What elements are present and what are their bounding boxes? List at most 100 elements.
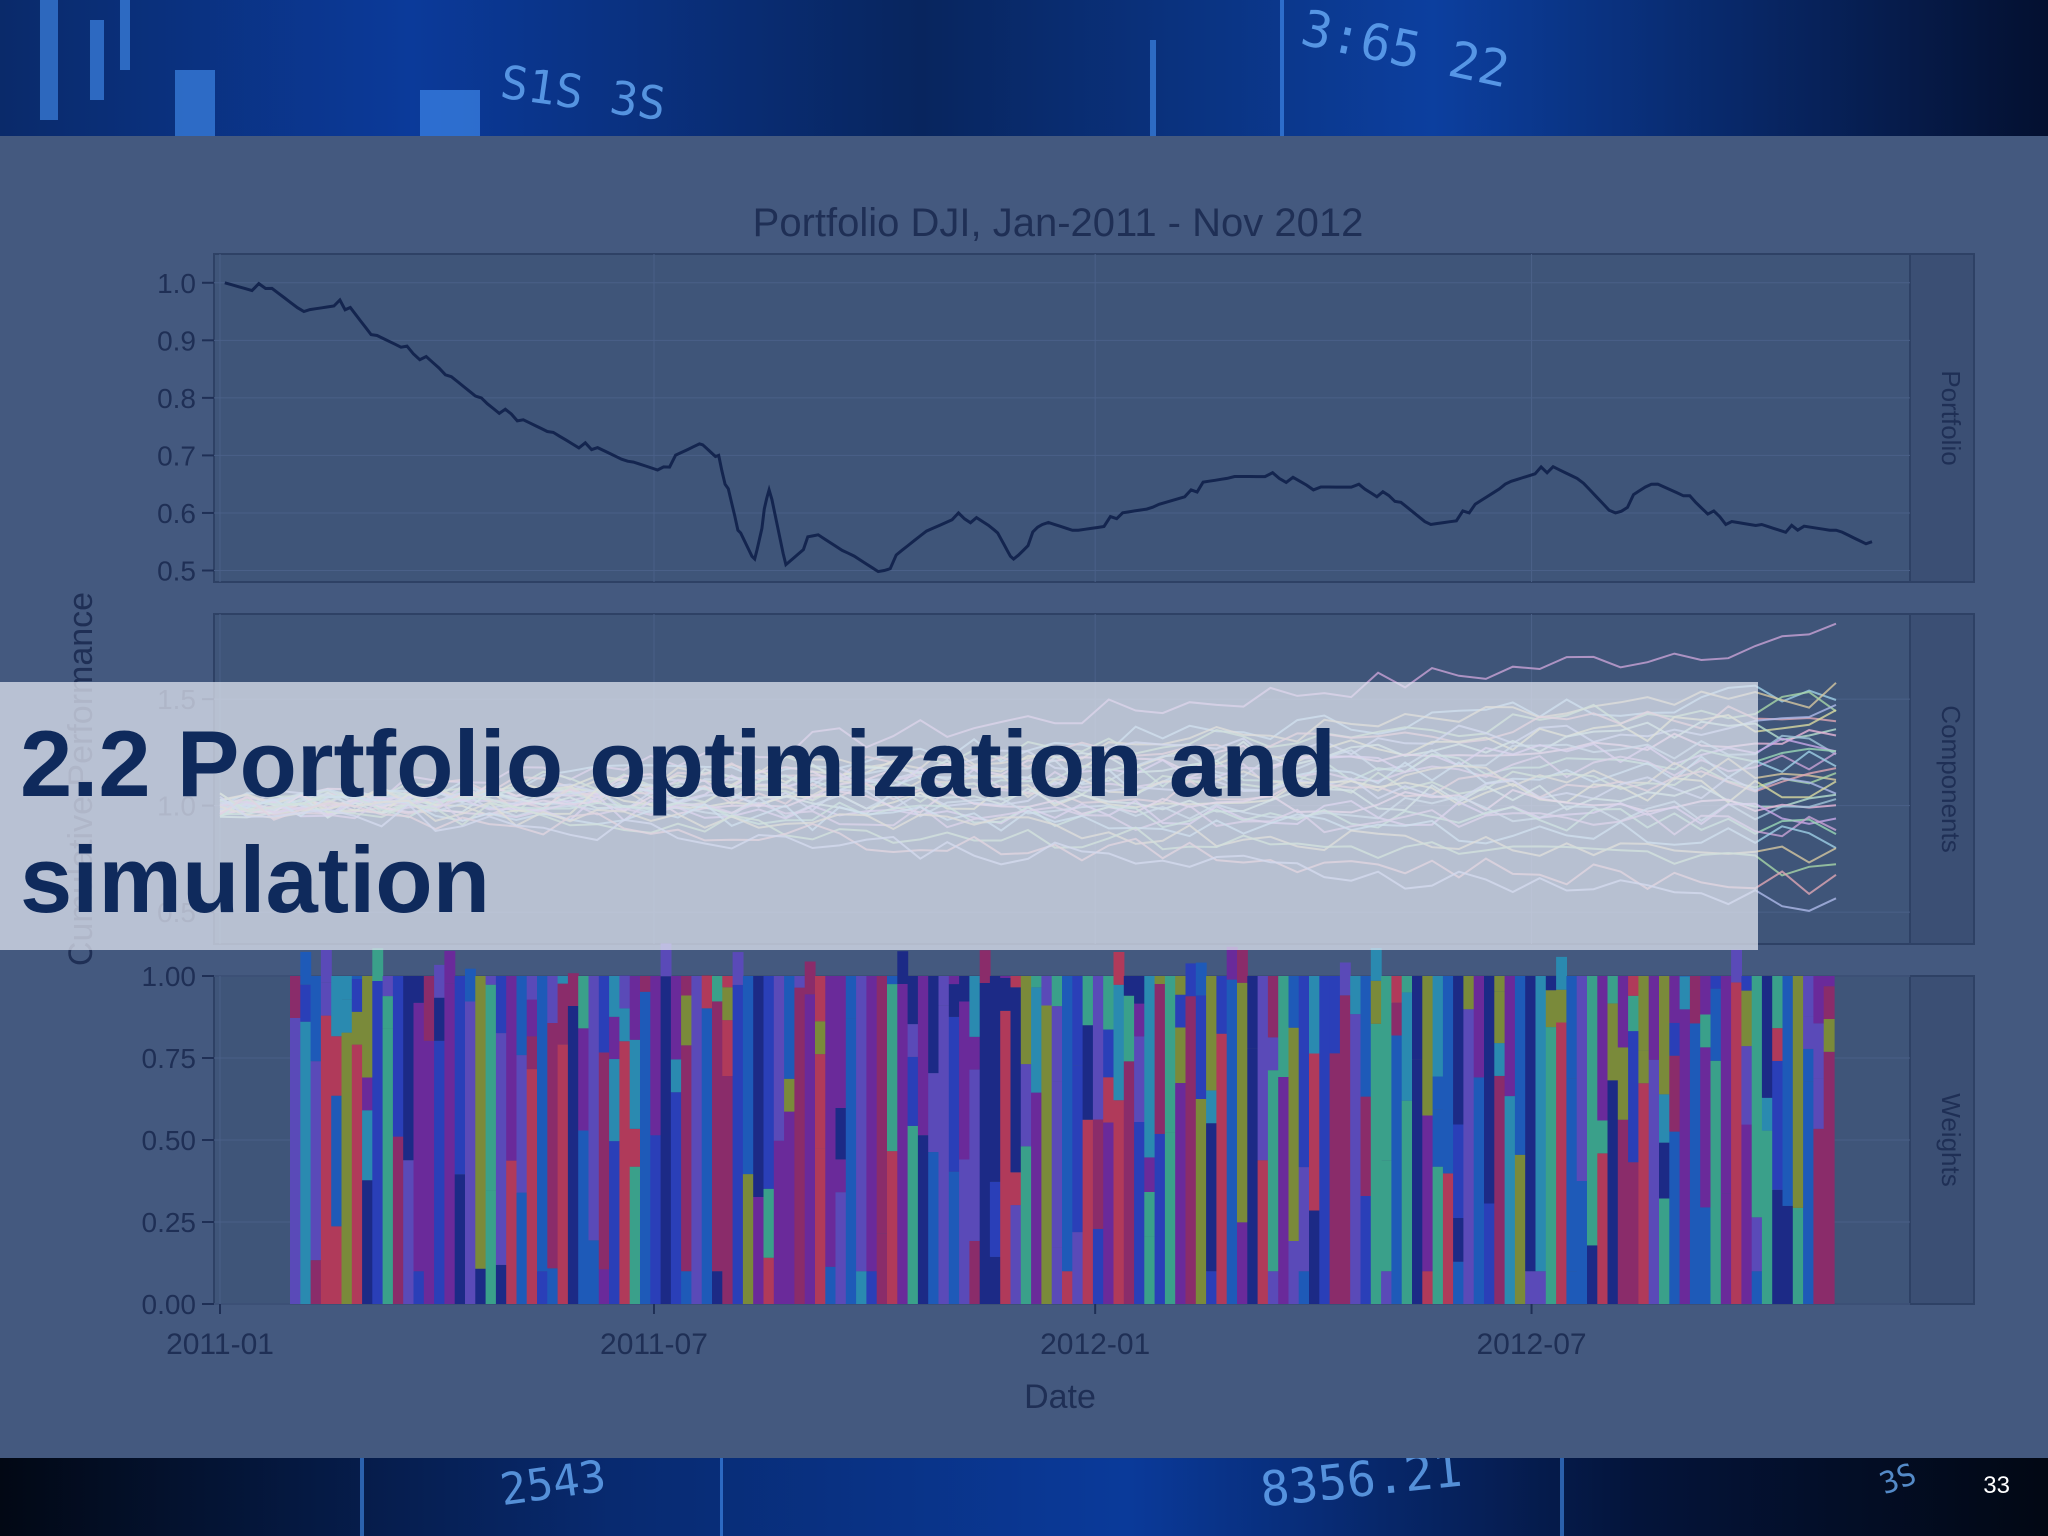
weight-bar-segment <box>1669 1131 1681 1304</box>
weight-bar-segment <box>1123 1061 1135 1304</box>
weight-bar-segment <box>1267 1271 1279 1304</box>
y-tick-label: 0.00 <box>142 1289 197 1320</box>
weight-bar-segment <box>1123 1028 1135 1062</box>
weight-bar-segment <box>382 996 394 1029</box>
weight-bar-segment <box>1288 1027 1300 1241</box>
weight-bar-segment <box>1206 1271 1217 1304</box>
weight-bar-segment <box>1267 976 1279 1038</box>
weight-bar-segment <box>887 984 898 1152</box>
weight-bar-segment <box>928 976 940 1074</box>
weight-bar-segment <box>1617 976 1629 1048</box>
weight-bar-segment <box>331 1226 343 1304</box>
weight-bar-segment <box>722 976 734 988</box>
weight-bar-segment <box>310 976 322 1062</box>
weight-bar-segment <box>1298 1271 1310 1304</box>
weight-bar-segment <box>609 976 620 1017</box>
weight-bar-segment <box>1813 976 1825 1024</box>
weight-bar-segment <box>1134 1036 1145 1122</box>
weight-bar-segment <box>681 995 692 1046</box>
weight-bar-segment <box>876 1233 888 1304</box>
weight-bar-segment <box>1556 956 1567 990</box>
weight-bar-segment <box>742 1174 754 1304</box>
background-ticker: 3S <box>1875 1456 1922 1503</box>
weight-bar-segment <box>1381 976 1392 1161</box>
weight-bar-segment <box>1514 1154 1526 1304</box>
weight-bar-segment <box>1031 1092 1042 1304</box>
weight-bar-segment <box>1298 1167 1310 1272</box>
background-bottom-band: 2543 8356.21 3S <box>0 1442 2048 1536</box>
weight-bar-segment <box>1689 976 1701 1024</box>
weight-bar-segment <box>1700 1207 1712 1304</box>
weight-bar-segment <box>1051 1247 1063 1304</box>
weight-bar-segment <box>1628 1162 1639 1304</box>
weight-bar-segment <box>1092 976 1104 1120</box>
weight-bar-segment <box>516 1192 528 1304</box>
weight-bar-segment <box>1494 1043 1506 1076</box>
weight-bar-segment <box>403 976 415 1161</box>
weight-bar-segment <box>1525 1271 1537 1304</box>
weight-bar-segment <box>1484 976 1495 1204</box>
weight-bar-segment <box>1761 976 1773 1098</box>
weight-bar-segment <box>1463 976 1475 1010</box>
weight-bar-segment <box>969 1036 981 1070</box>
weight-bar-segment <box>392 976 404 1137</box>
weight-bar-segment <box>341 1032 353 1304</box>
weight-bar-segment <box>948 1171 960 1304</box>
weight-bar-segment <box>1535 976 1547 1272</box>
weight-bar-segment <box>1391 1002 1403 1036</box>
weight-bar-segment <box>1556 989 1567 1023</box>
weight-bar-segment <box>1309 976 1320 1054</box>
weight-bar-segment <box>629 1039 641 1129</box>
weight-bar-segment <box>722 1076 734 1304</box>
x-tick-label: 2012-07 <box>1476 1328 1586 1361</box>
weight-bar-segment <box>588 976 600 1241</box>
weight-bar-segment <box>557 983 569 1045</box>
weight-bar-segment <box>794 976 806 988</box>
weight-bar-segment <box>629 1166 641 1304</box>
weight-bar-segment <box>1617 1047 1629 1120</box>
weight-bar-segment <box>979 950 991 983</box>
weight-bar-segment <box>1710 1060 1722 1304</box>
weight-bar-segment <box>712 1271 723 1304</box>
weight-bar-segment <box>917 1135 929 1304</box>
weight-bar-segment <box>1803 1048 1814 1082</box>
weight-bar-segment <box>1473 1077 1485 1304</box>
weight-bar-segment <box>1103 1122 1115 1304</box>
weight-bar-segment <box>815 1054 826 1149</box>
weight-bar-segment <box>1288 976 1300 1028</box>
weight-bar-segment <box>1370 948 1382 981</box>
weight-bar-segment <box>1453 1261 1464 1304</box>
weight-bar-segment <box>1576 976 1588 1181</box>
weight-bar-segment <box>989 976 1001 1182</box>
weight-bar-segment <box>310 1061 322 1261</box>
weight-bar-segment <box>1659 1198 1670 1304</box>
weight-bar-segment <box>1309 1053 1320 1211</box>
weight-bar-segment <box>465 968 476 1002</box>
weight-bar-segment <box>1442 976 1454 1174</box>
weight-bar-segment <box>691 1194 703 1230</box>
weight-bar-segment <box>732 984 744 1304</box>
weight-bar-segment <box>784 976 795 1079</box>
weight-bar-segment <box>434 997 445 1041</box>
weight-bar-segment <box>1123 976 1135 996</box>
weight-bar-segment <box>1453 1124 1464 1218</box>
weight-bar-segment <box>1813 1128 1825 1304</box>
weight-bar-segment <box>670 1092 682 1304</box>
weight-bar-segment <box>1082 976 1094 1026</box>
weight-bar-segment <box>1700 976 1712 1015</box>
weight-bar-segment <box>485 1190 497 1304</box>
weight-bar-segment <box>1051 1081 1063 1248</box>
weight-bar-segment <box>1216 976 1228 1034</box>
weight-bar-segment <box>1638 976 1650 1051</box>
weight-bar-segment <box>1803 976 1814 1017</box>
weight-bar-segment <box>1154 976 1166 984</box>
weight-bar-segment <box>598 976 610 1053</box>
weight-bar-segment <box>547 976 559 1023</box>
weight-bar-segment <box>300 951 312 985</box>
weight-bar-segment <box>907 976 919 1025</box>
weight-bar-segment <box>1041 1005 1053 1304</box>
weight-bar-segment <box>917 976 929 1136</box>
chart-title: Portfolio DJI, Jan-2011 - Nov 2012 <box>753 201 1364 245</box>
weight-bar-segment <box>1267 1037 1279 1071</box>
weight-bar-segment <box>1195 995 1207 1099</box>
